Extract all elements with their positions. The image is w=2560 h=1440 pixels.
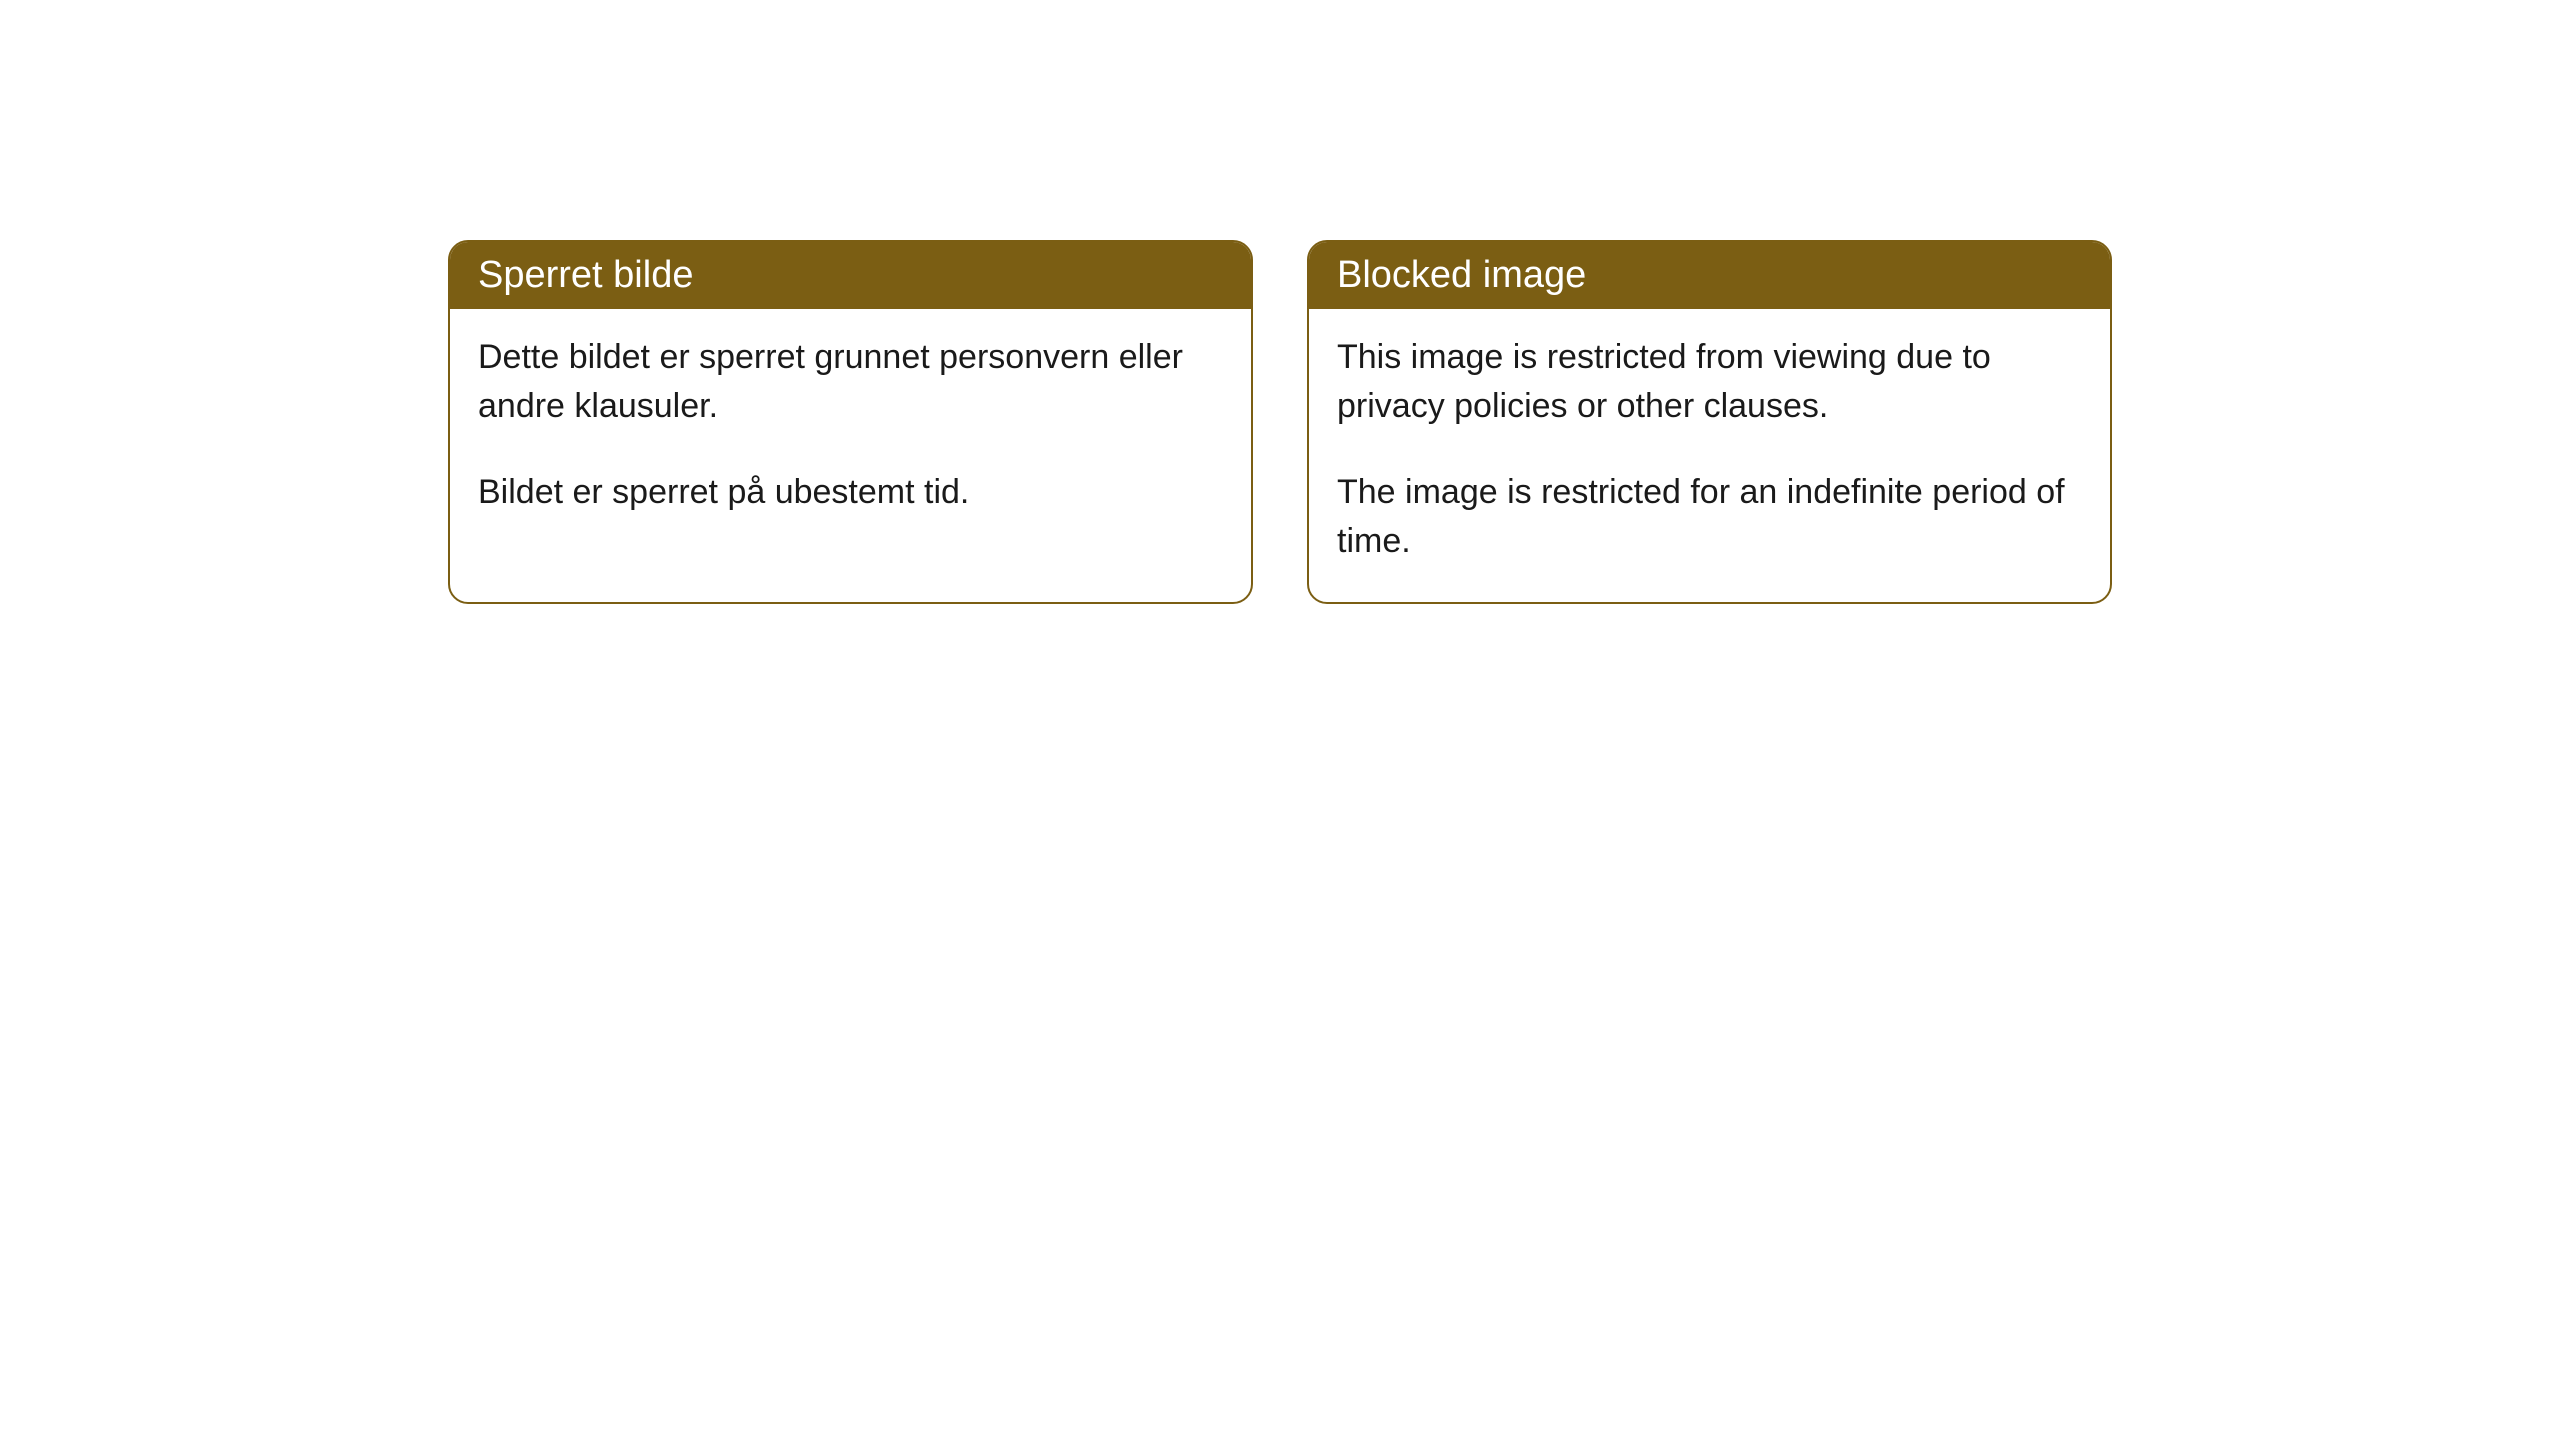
card-body: This image is restricted from viewing du…	[1309, 309, 2110, 602]
card-title: Sperret bilde	[478, 254, 693, 296]
notice-card-english: Blocked image This image is restricted f…	[1307, 240, 2112, 604]
notice-cards-container: Sperret bilde Dette bildet er sperret gr…	[448, 240, 2112, 604]
card-paragraph-2: Bildet er sperret på ubestemt tid.	[478, 468, 1223, 517]
card-paragraph-2: The image is restricted for an indefinit…	[1337, 468, 2082, 567]
card-paragraph-1: Dette bildet er sperret grunnet personve…	[478, 333, 1223, 432]
card-header: Blocked image	[1309, 242, 2110, 309]
notice-card-norwegian: Sperret bilde Dette bildet er sperret gr…	[448, 240, 1253, 604]
card-paragraph-1: This image is restricted from viewing du…	[1337, 333, 2082, 432]
card-body: Dette bildet er sperret grunnet personve…	[450, 309, 1251, 553]
card-header: Sperret bilde	[450, 242, 1251, 309]
card-title: Blocked image	[1337, 254, 1586, 296]
